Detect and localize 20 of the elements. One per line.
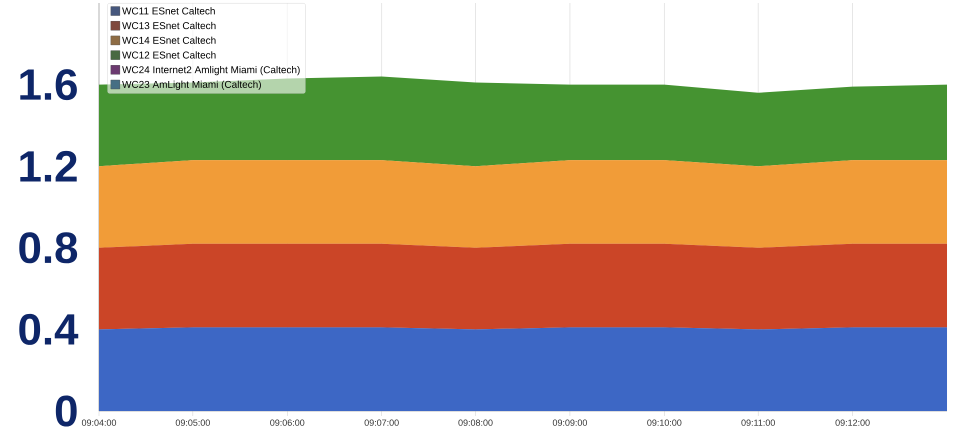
legend-label: WC23 AmLight Miami (Caltech): [122, 80, 261, 90]
y-tick-label: 0.8: [19, 232, 78, 264]
x-tick-label: 09:07:00: [364, 420, 399, 426]
x-tick-label: 09:05:00: [176, 420, 210, 426]
x-tick-label: 09:06:00: [270, 420, 304, 426]
y-tick-label: 1.2: [20, 150, 77, 182]
legend-label: WC11 ESnet Caltech: [122, 7, 215, 14]
x-tick-label: 09:08:00: [458, 420, 493, 426]
y-tick-label: 1.6: [20, 69, 77, 100]
x-tick-label: 09:09:00: [552, 420, 588, 426]
x-tick-label: 09:10:00: [647, 420, 682, 426]
legend-label: WC13 ESnet Caltech: [122, 22, 216, 30]
x-tick-label: 09:04:00: [82, 420, 116, 426]
x-tick-label: 09:12:00: [835, 420, 870, 426]
y-tick-label: 0.4: [19, 314, 78, 345]
legend-label: WC24 Internet2 Amlight Miami (Caltech): [122, 66, 300, 76]
x-tick-label: 09:11:00: [741, 420, 775, 426]
y-tick-label: 0: [56, 395, 77, 427]
legend-label: WC14 ESnet Caltech: [122, 36, 216, 44]
legend-label: WC12 ESnet Caltech: [122, 51, 216, 59]
